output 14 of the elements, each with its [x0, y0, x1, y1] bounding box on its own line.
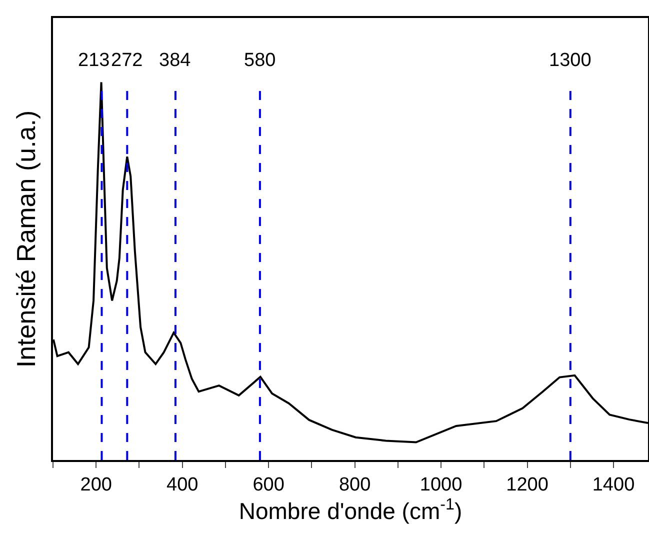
x-tick-label: 200 — [80, 474, 112, 496]
x-tick-label: 1400 — [592, 474, 635, 496]
x-tick-label: 1200 — [506, 474, 548, 496]
y-axis-title: Intensité Raman (u.a.) — [11, 110, 42, 368]
ref-line-label: 580 — [244, 50, 276, 71]
x-tick-label: 400 — [166, 474, 198, 496]
x-tick-label: 1000 — [420, 474, 462, 496]
x-tick-label: 600 — [252, 474, 284, 496]
ref-line-label: 272 — [111, 50, 143, 71]
x-tick-label: 800 — [338, 474, 371, 496]
ref-line-label: 213 — [78, 50, 110, 71]
ref-line-label: 384 — [159, 50, 192, 71]
x-axis-title: Nombre d'onde (cm$^{-1}$) — [238, 496, 462, 524]
ref-line-label: 1300 — [549, 50, 592, 71]
